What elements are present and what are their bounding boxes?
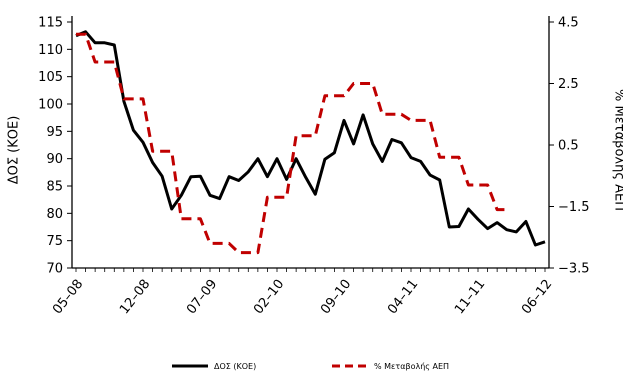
- chart-axes: [67, 16, 554, 272]
- y-left-tick-label: 85: [46, 180, 63, 195]
- y-left-tick-label: 115: [38, 16, 63, 31]
- x-tick-label: 02–10: [251, 277, 287, 317]
- chart-series: [76, 32, 545, 253]
- y-left-tick-label: 110: [38, 43, 63, 58]
- x-tick-label: 11–11: [452, 277, 488, 317]
- legend-swatch-series-2: [332, 361, 368, 371]
- y-left-tick-label: 95: [46, 125, 63, 140]
- legend-label-series-1: ΔΟΣ (ΚΟΕ): [214, 362, 256, 371]
- y-right-tick-label: −1.5: [558, 200, 590, 215]
- y-axis-right-label: % Μεταβολής ΑΕΠ: [612, 89, 623, 211]
- y-right-tick-label: 4.5: [558, 16, 579, 31]
- y-left-tick-label: 105: [38, 70, 63, 85]
- legend-swatch-series-1: [172, 361, 208, 371]
- x-tick-label: 07–09: [184, 277, 220, 317]
- y-left-tick-label: 100: [38, 98, 63, 113]
- y-left-tick-label: 75: [46, 234, 63, 249]
- x-tick-label: 06–12: [519, 277, 555, 317]
- x-tick-label: 09–10: [318, 277, 354, 317]
- legend-label-series-2: % Μεταβολής ΑΕΠ: [374, 362, 449, 371]
- y-left-tick-label: 80: [46, 207, 63, 222]
- x-tick-label: 05–08: [50, 277, 86, 317]
- legend-item-series-2: % Μεταβολής ΑΕΠ: [332, 359, 449, 373]
- legend-item-series-1: ΔΟΣ (ΚΟΕ): [172, 359, 256, 373]
- y-right-tick-label: 0.5: [558, 139, 579, 154]
- y-right-tick-label: −3.5: [558, 262, 590, 277]
- y-left-tick-label: 90: [46, 152, 63, 167]
- x-tick-label: 04–11: [385, 277, 421, 317]
- chart-tick-labels: 70 75 80 85 90 95 100 105 110 115 −3.5 −1.5 0.5 2.5 4.…: [38, 16, 589, 318]
- y-axis-left-label: ΔΟΣ (ΚΟΕ): [7, 116, 22, 185]
- series-line-dos: [76, 32, 545, 245]
- y-left-tick-label: 70: [46, 262, 63, 277]
- x-tick-label: 12–08: [117, 277, 153, 317]
- y-right-tick-label: 2.5: [558, 77, 579, 92]
- series-line-gdp-change: [76, 34, 507, 252]
